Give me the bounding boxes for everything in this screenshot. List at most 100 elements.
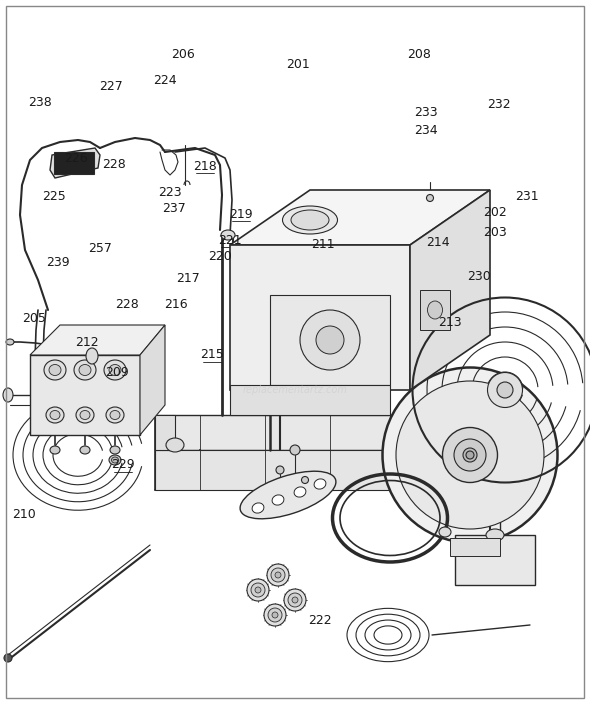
Ellipse shape xyxy=(80,446,90,454)
Polygon shape xyxy=(270,295,390,385)
Text: 222: 222 xyxy=(308,613,332,627)
Ellipse shape xyxy=(314,479,326,489)
Ellipse shape xyxy=(221,230,235,240)
Text: 224: 224 xyxy=(153,73,177,87)
Ellipse shape xyxy=(290,445,300,455)
Ellipse shape xyxy=(292,597,298,603)
Text: 238: 238 xyxy=(28,96,52,108)
Ellipse shape xyxy=(109,365,121,375)
Ellipse shape xyxy=(110,446,120,454)
Text: 226: 226 xyxy=(64,153,88,165)
Polygon shape xyxy=(155,415,450,450)
Text: 219: 219 xyxy=(229,208,253,220)
Polygon shape xyxy=(230,190,490,245)
Text: 203: 203 xyxy=(483,225,507,239)
Ellipse shape xyxy=(44,360,66,380)
Ellipse shape xyxy=(294,487,306,497)
Ellipse shape xyxy=(283,206,337,234)
Text: 209: 209 xyxy=(105,365,129,379)
Ellipse shape xyxy=(64,158,68,162)
Text: 208: 208 xyxy=(407,47,431,61)
Ellipse shape xyxy=(439,527,451,537)
Ellipse shape xyxy=(463,448,477,462)
Ellipse shape xyxy=(428,301,442,319)
Polygon shape xyxy=(155,450,430,490)
Text: 232: 232 xyxy=(487,99,511,111)
Ellipse shape xyxy=(271,568,285,582)
Ellipse shape xyxy=(4,654,12,662)
Ellipse shape xyxy=(86,348,98,364)
Bar xyxy=(155,415,175,450)
Text: 221: 221 xyxy=(218,234,242,246)
Ellipse shape xyxy=(80,410,90,420)
Polygon shape xyxy=(230,245,410,390)
Text: 202: 202 xyxy=(483,206,507,220)
Ellipse shape xyxy=(166,438,184,452)
Text: 233: 233 xyxy=(414,106,438,120)
Ellipse shape xyxy=(50,410,60,420)
Ellipse shape xyxy=(104,360,126,380)
Ellipse shape xyxy=(288,593,302,607)
Ellipse shape xyxy=(267,564,289,586)
Polygon shape xyxy=(50,148,100,178)
Text: 230: 230 xyxy=(467,270,491,282)
Text: 216: 216 xyxy=(164,298,188,311)
Text: 210: 210 xyxy=(12,508,36,522)
Text: 218: 218 xyxy=(193,160,217,172)
Text: 228: 228 xyxy=(102,158,126,172)
Ellipse shape xyxy=(79,365,91,375)
Ellipse shape xyxy=(87,158,93,162)
Text: 223: 223 xyxy=(158,185,182,199)
Text: 215: 215 xyxy=(200,348,224,361)
Polygon shape xyxy=(30,325,165,355)
Ellipse shape xyxy=(442,427,497,482)
Text: 228: 228 xyxy=(115,298,139,310)
Text: 214: 214 xyxy=(426,236,450,249)
Ellipse shape xyxy=(264,604,286,626)
Text: 234: 234 xyxy=(414,123,438,137)
Text: 231: 231 xyxy=(515,189,539,203)
Ellipse shape xyxy=(487,372,523,408)
Ellipse shape xyxy=(272,495,284,505)
Bar xyxy=(420,290,450,330)
Text: 205: 205 xyxy=(22,311,46,325)
Ellipse shape xyxy=(255,587,261,593)
Text: 206: 206 xyxy=(171,49,195,61)
Ellipse shape xyxy=(247,579,269,601)
Ellipse shape xyxy=(252,503,264,513)
Ellipse shape xyxy=(55,158,61,162)
Ellipse shape xyxy=(49,365,61,375)
Text: 239: 239 xyxy=(46,256,70,268)
Ellipse shape xyxy=(382,367,558,543)
Ellipse shape xyxy=(276,466,284,474)
Ellipse shape xyxy=(284,589,306,611)
Text: 212: 212 xyxy=(75,336,99,348)
Ellipse shape xyxy=(251,583,265,597)
Ellipse shape xyxy=(396,381,544,529)
Text: 217: 217 xyxy=(176,272,200,284)
Text: replacementartz.com: replacementartz.com xyxy=(242,385,348,395)
Ellipse shape xyxy=(240,471,336,519)
Ellipse shape xyxy=(46,407,64,423)
Ellipse shape xyxy=(112,457,119,463)
Text: 225: 225 xyxy=(42,191,66,203)
Ellipse shape xyxy=(316,326,344,354)
Ellipse shape xyxy=(427,194,434,201)
Text: 213: 213 xyxy=(438,315,462,329)
Ellipse shape xyxy=(497,382,513,398)
Ellipse shape xyxy=(291,210,329,230)
Ellipse shape xyxy=(268,608,282,622)
Ellipse shape xyxy=(76,407,94,423)
Text: 211: 211 xyxy=(311,237,335,251)
Ellipse shape xyxy=(486,529,504,541)
Ellipse shape xyxy=(71,158,77,162)
Ellipse shape xyxy=(106,407,124,423)
Text: 201: 201 xyxy=(286,58,310,72)
Text: 257: 257 xyxy=(88,242,112,256)
Ellipse shape xyxy=(300,310,360,370)
Ellipse shape xyxy=(275,572,281,578)
Ellipse shape xyxy=(74,360,96,380)
Ellipse shape xyxy=(301,477,309,484)
Polygon shape xyxy=(30,355,140,435)
Ellipse shape xyxy=(3,388,13,402)
